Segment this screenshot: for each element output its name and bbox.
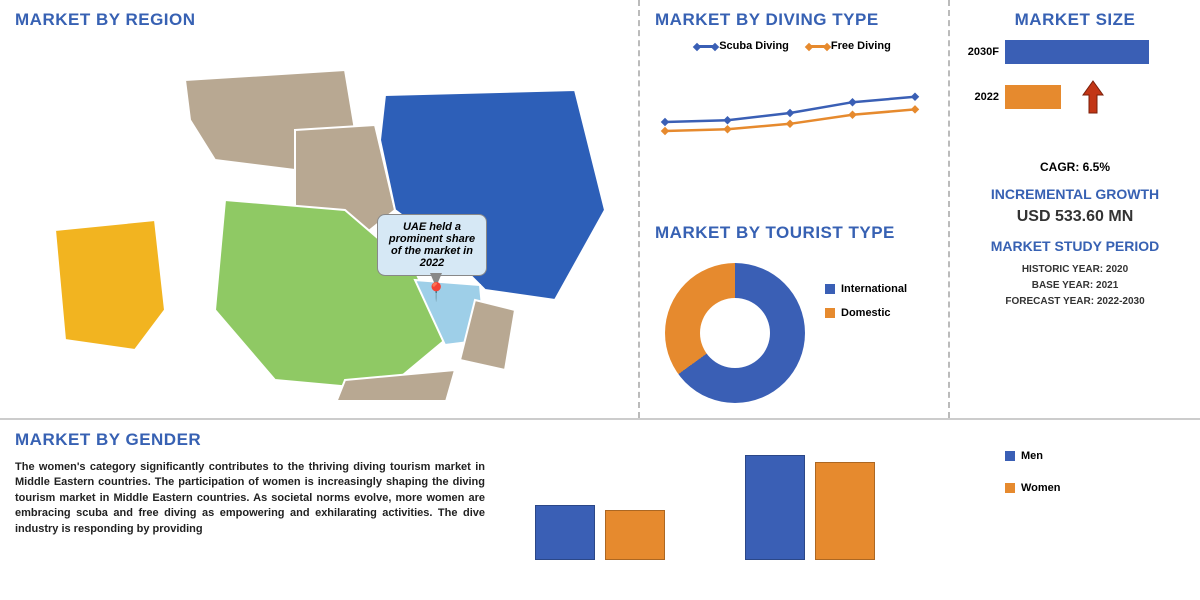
- study-line: BASE YEAR: 2021: [965, 278, 1185, 294]
- tourist-type-donut: [665, 263, 805, 403]
- gender-bar-women: [815, 462, 875, 560]
- line-marker: [848, 98, 856, 106]
- line-marker: [911, 105, 919, 113]
- size-bar-label: 2030F: [965, 46, 1005, 58]
- legend-swatch: [1005, 483, 1015, 493]
- gender-bars-group: [505, 430, 985, 560]
- map-pin-icon: 📍: [425, 282, 447, 303]
- donut-legend-item: International: [825, 283, 907, 295]
- line-marker: [661, 127, 669, 135]
- cagr-value: 6.5%: [1083, 160, 1110, 174]
- incremental-value: USD 533.60 MN: [965, 208, 1185, 226]
- region-panel: MARKET BY REGION UAE held a prominent sh…: [0, 0, 640, 418]
- line-chart-legend: Scuba Diving Free Diving: [655, 40, 933, 52]
- study-period-title: MARKET STUDY PERIOD: [965, 238, 1185, 254]
- size-bar-row: 2030F: [965, 40, 1185, 64]
- market-size-title: MARKET SIZE: [965, 10, 1185, 30]
- map-container: UAE held a prominent share of the market…: [15, 40, 615, 400]
- legend-label: Men: [1021, 450, 1043, 462]
- legend-item: Free Diving: [809, 40, 891, 52]
- legend-label: Scuba Diving: [719, 40, 789, 52]
- donut-legend-item: Domestic: [825, 307, 907, 319]
- top-row: MARKET BY REGION UAE held a prominent sh…: [0, 0, 1200, 420]
- line-marker: [786, 109, 794, 117]
- size-bar: [1005, 85, 1061, 109]
- cagr-row: CAGR: 6.5%: [965, 160, 1185, 174]
- line-marker: [723, 116, 731, 124]
- legend-swatch: [809, 45, 827, 48]
- line-marker: [723, 125, 731, 133]
- gender-legend-item: Men: [1005, 450, 1125, 462]
- donut-legend: International Domestic: [825, 283, 907, 331]
- gender-title: MARKET BY GENDER: [15, 430, 485, 450]
- legend-swatch: [1005, 451, 1015, 461]
- diving-type-title: MARKET BY DIVING TYPE: [655, 10, 933, 30]
- diving-type-line-chart: [655, 58, 935, 198]
- tourist-type-title: MARKET BY TOURIST TYPE: [655, 223, 933, 243]
- market-size-bars: 2030F 2022: [965, 40, 1185, 150]
- legend-item: Scuba Diving: [697, 40, 789, 52]
- size-bar-row: 2022: [965, 79, 1185, 115]
- legend-label: Domestic: [841, 307, 891, 319]
- cagr-label: CAGR:: [1040, 160, 1079, 174]
- gender-panel: MARKET BY GENDER The women's category si…: [15, 430, 1185, 590]
- size-bar: [1005, 40, 1149, 64]
- right-panel: MARKET SIZE 2030F 2022 CAGR: 6.5% INCREME…: [950, 0, 1200, 418]
- country-egypt: [55, 220, 165, 350]
- growth-arrow-icon: [1081, 79, 1105, 115]
- legend-label: Free Diving: [831, 40, 891, 52]
- donut-container: International Domestic: [655, 253, 933, 403]
- legend-swatch: [697, 45, 715, 48]
- gender-bar-men: [535, 505, 595, 560]
- region-map: [15, 40, 615, 400]
- gender-description: The women's category significantly contr…: [15, 460, 485, 537]
- study-period-lines: HISTORIC YEAR: 2020BASE YEAR: 2021FORECA…: [965, 262, 1185, 310]
- line-marker: [661, 118, 669, 126]
- line-marker: [911, 93, 919, 101]
- map-callout: UAE held a prominent share of the market…: [377, 214, 487, 276]
- incremental-title: INCREMENTAL GROWTH: [965, 186, 1185, 202]
- bottom-row: MARKET BY GENDER The women's category si…: [0, 420, 1200, 600]
- gender-bar-chart: [505, 430, 985, 580]
- legend-swatch: [825, 308, 835, 318]
- legend-label: International: [841, 283, 907, 295]
- study-line: FORECAST YEAR: 2022-2030: [965, 294, 1185, 310]
- callout-text: UAE held a prominent share of the market…: [389, 221, 475, 269]
- line-marker: [786, 120, 794, 128]
- legend-label: Women: [1021, 482, 1061, 494]
- gender-legend-item: Women: [1005, 482, 1125, 494]
- gender-bar-men: [745, 455, 805, 560]
- size-bar-label: 2022: [965, 91, 1005, 103]
- gender-legend: Men Women: [1005, 430, 1125, 590]
- middle-panel: MARKET BY DIVING TYPE Scuba Diving Free D…: [640, 0, 950, 418]
- study-line: HISTORIC YEAR: 2020: [965, 262, 1185, 278]
- line-marker: [848, 111, 856, 119]
- region-title: MARKET BY REGION: [15, 10, 623, 30]
- legend-swatch: [825, 284, 835, 294]
- infographic-page: MARKET BY REGION UAE held a prominent sh…: [0, 0, 1200, 600]
- gender-bar-women: [605, 510, 665, 560]
